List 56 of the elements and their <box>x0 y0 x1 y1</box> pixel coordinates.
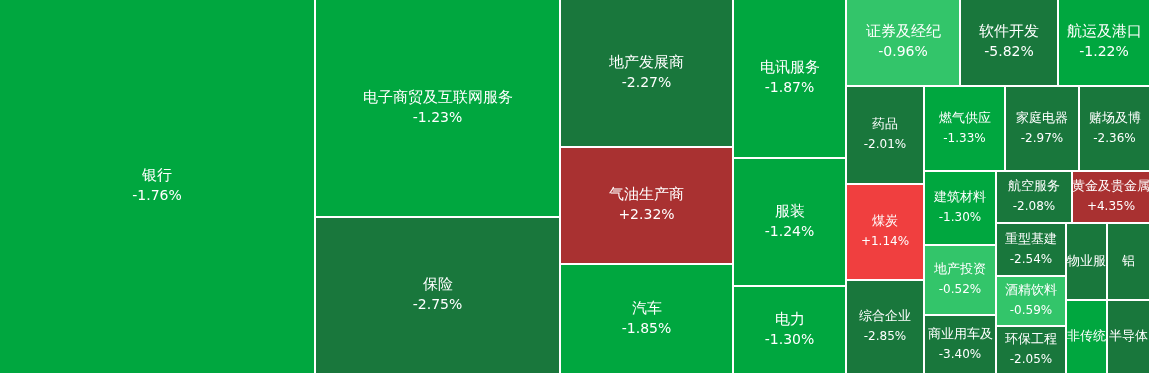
category-label: 建筑材料 <box>933 189 986 205</box>
category-label: 航运及港口 <box>1066 22 1142 41</box>
category-label: 地产发展商 <box>608 52 684 71</box>
data-label: -2.85% <box>863 329 907 344</box>
category-label: 电讯服务 <box>759 58 820 77</box>
category-label: 软件开发 <box>979 22 1039 41</box>
data-label: -2.54% <box>1009 251 1053 266</box>
category-label: 物业服 <box>1067 252 1106 268</box>
data-label: -2.27% <box>621 73 672 90</box>
category-label: 铝 <box>1121 252 1135 268</box>
category-label: 综合企业 <box>859 308 911 324</box>
category-label: 重型基建 <box>1005 230 1057 246</box>
category-label: 地产投资 <box>933 261 986 277</box>
data-label: -1.23% <box>412 108 463 125</box>
data-label: -5.82% <box>984 43 1034 60</box>
data-label: -2.75% <box>412 296 463 313</box>
data-label: -1.24% <box>764 222 815 239</box>
category-label: 航空服务 <box>1008 178 1060 194</box>
category-label: 服装 <box>774 201 805 220</box>
category-label: 气油生产商 <box>609 185 684 204</box>
category-label: 燃气供应 <box>938 109 991 125</box>
category-label: 环保工程 <box>1005 331 1057 347</box>
category-label: 赌场及博 <box>1088 109 1141 125</box>
data-label: -1.22% <box>1079 43 1129 60</box>
category-label: 银行 <box>141 166 172 185</box>
data-label: +1.14% <box>860 234 910 249</box>
category-label: 家庭电器 <box>1016 109 1068 125</box>
category-label: 酒精饮料 <box>1005 282 1057 298</box>
data-label: +2.32% <box>618 206 675 223</box>
data-label: -1.87% <box>764 79 815 96</box>
category-label: 保险 <box>422 275 453 294</box>
data-label: -0.59% <box>1009 303 1053 318</box>
data-label: -1.30% <box>938 210 982 225</box>
data-label: -2.97% <box>1020 130 1064 145</box>
category-label: 汽车 <box>631 298 662 317</box>
data-label: -0.52% <box>938 282 982 297</box>
data-label: -2.01% <box>863 137 907 152</box>
category-label: 商业用车及 <box>927 325 993 341</box>
category-label: 黄金及贵金属 <box>1072 178 1149 194</box>
category-label: 证券及经纪 <box>865 22 941 41</box>
data-label: -1.30% <box>764 330 815 347</box>
data-label: -2.08% <box>1012 199 1056 214</box>
category-label: 非传统 <box>1067 328 1106 344</box>
data-label: -2.05% <box>1009 352 1053 367</box>
data-label: -1.33% <box>943 130 986 145</box>
category-label: 半导体 <box>1109 328 1148 344</box>
data-label: -2.36% <box>1093 130 1136 145</box>
data-label: -0.96% <box>878 43 928 60</box>
category-label: 电子商贸及互联网服务 <box>362 87 513 106</box>
category-label: 煤炭 <box>872 213 898 229</box>
data-label: -1.76% <box>132 187 182 204</box>
data-label: -1.85% <box>621 319 672 336</box>
data-label: +4.35% <box>1086 199 1136 214</box>
category-label: 药品 <box>872 116 898 132</box>
category-label: 电力 <box>774 309 805 328</box>
data-label: -3.40% <box>938 346 982 361</box>
